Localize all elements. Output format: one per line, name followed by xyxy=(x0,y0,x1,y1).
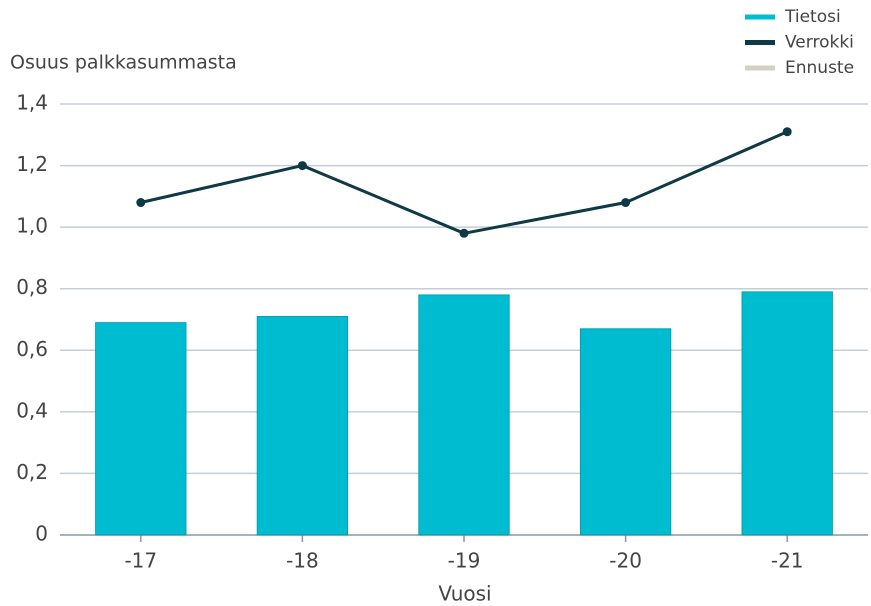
line-point xyxy=(297,161,307,171)
x-tick-label: -19 xyxy=(448,549,481,573)
y-tick-label: 0,4 xyxy=(16,398,48,422)
bar xyxy=(741,291,833,536)
x-tick-label: -18 xyxy=(286,549,319,573)
legend-swatch xyxy=(745,40,775,45)
y-tick-label: 0,8 xyxy=(16,275,48,299)
bar xyxy=(418,294,510,536)
bar xyxy=(95,322,187,536)
line-point xyxy=(459,228,469,238)
x-tick-label: -20 xyxy=(609,549,642,573)
y-tick-label: 0,6 xyxy=(16,337,48,361)
y-tick-label: 0,2 xyxy=(16,460,48,484)
legend-label: Ennuste xyxy=(785,58,854,78)
y-tick-label: 1,2 xyxy=(16,152,48,176)
y-tick-label: 1,4 xyxy=(16,91,48,115)
line xyxy=(140,130,788,235)
line-point xyxy=(136,198,146,208)
legend-label: Verrokki xyxy=(785,33,854,53)
y-tick-label: 0 xyxy=(35,522,48,546)
legend-swatch xyxy=(745,14,775,20)
y-tick-label: 1,0 xyxy=(16,214,48,238)
y-axis-label: Osuus palkkasummasta xyxy=(10,52,237,74)
legend-label: Tietosi xyxy=(784,7,841,27)
line-point xyxy=(782,127,792,137)
x-axis-label: Vuosi xyxy=(438,582,491,606)
x-tick-label: -21 xyxy=(771,549,804,573)
bar xyxy=(579,328,672,536)
legend-swatch xyxy=(745,65,775,71)
x-tick-label: -17 xyxy=(124,549,157,573)
bar xyxy=(256,316,349,536)
line-point xyxy=(621,198,631,208)
